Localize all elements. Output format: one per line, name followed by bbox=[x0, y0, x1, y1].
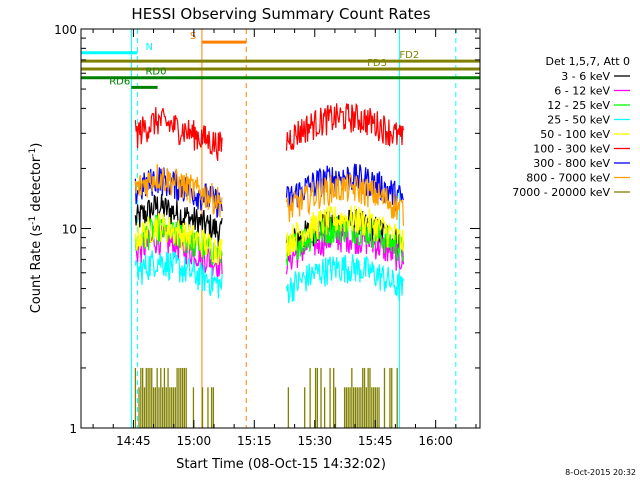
y-axis-label-sup2: -1 bbox=[28, 148, 38, 157]
x-tick-label: 15:00 bbox=[177, 434, 212, 448]
y-axis-label-end: ) bbox=[29, 143, 44, 148]
y-tick-label: 100 bbox=[54, 23, 77, 37]
legend-label-1: 6 - 12 keV bbox=[554, 85, 610, 98]
legend-header: Det 1,5,7, Att 0 bbox=[546, 55, 630, 68]
legend-label-3: 25 - 50 keV bbox=[547, 114, 610, 127]
render-timestamp: 8-Oct-2015 20:32 bbox=[565, 468, 636, 477]
legend-label-6: 300 - 800 keV bbox=[533, 157, 610, 170]
flag-label-fd2: FD2 bbox=[399, 50, 419, 61]
legend-label-8: 7000 - 20000 keV bbox=[512, 186, 610, 199]
series-7-trace-1 bbox=[285, 172, 404, 226]
legend-label-5: 100 - 300 keV bbox=[533, 143, 610, 156]
series-7-trace-0 bbox=[134, 163, 223, 218]
x-axis-label: Start Time (08-Oct-15 14:32:02) bbox=[176, 457, 386, 472]
y-axis-label-main: Count Rate (s bbox=[29, 225, 44, 314]
series-5-trace-1 bbox=[285, 102, 404, 151]
chart-title: HESSI Observing Summary Count Rates bbox=[131, 5, 430, 23]
y-tick-label: 10 bbox=[62, 223, 77, 237]
y-axis-label-mid: detector bbox=[29, 156, 44, 216]
legend-label-7: 800 - 7000 keV bbox=[526, 172, 610, 185]
legend-label-0: 3 - 6 keV bbox=[561, 70, 610, 83]
y-axis-label-sup1: -1 bbox=[28, 216, 38, 225]
series-4-trace-1 bbox=[285, 205, 404, 257]
y-tick-label: 1 bbox=[69, 422, 77, 436]
flag-label-n: N bbox=[145, 42, 152, 53]
y-axis-label: Count Rate (s-1 detector-1) bbox=[28, 143, 44, 314]
legend-label-4: 50 - 100 keV bbox=[540, 128, 610, 141]
flag-label-rd0: RD0 bbox=[145, 67, 166, 78]
series-3-trace-0 bbox=[134, 250, 223, 299]
series-5 bbox=[134, 102, 404, 161]
series-4-trace-0 bbox=[134, 212, 223, 266]
series-7 bbox=[134, 163, 404, 226]
x-tick-label: 16:00 bbox=[418, 434, 453, 448]
series-4 bbox=[134, 205, 404, 266]
x-tick-label: 15:45 bbox=[358, 434, 393, 448]
series-3-trace-1 bbox=[285, 254, 404, 304]
series-8 bbox=[134, 367, 398, 428]
flag-label-s: S bbox=[190, 31, 196, 42]
x-tick-label: 14:45 bbox=[116, 434, 151, 448]
x-tick-label: 15:15 bbox=[237, 434, 272, 448]
series-5-trace-0 bbox=[134, 107, 223, 161]
x-tick-label: 15:30 bbox=[297, 434, 332, 448]
flag-label-rd6: RD6 bbox=[109, 76, 130, 87]
flag-label-fd3: FD3 bbox=[367, 58, 387, 69]
series-3 bbox=[134, 250, 404, 304]
legend-label-2: 12 - 25 keV bbox=[547, 99, 610, 112]
